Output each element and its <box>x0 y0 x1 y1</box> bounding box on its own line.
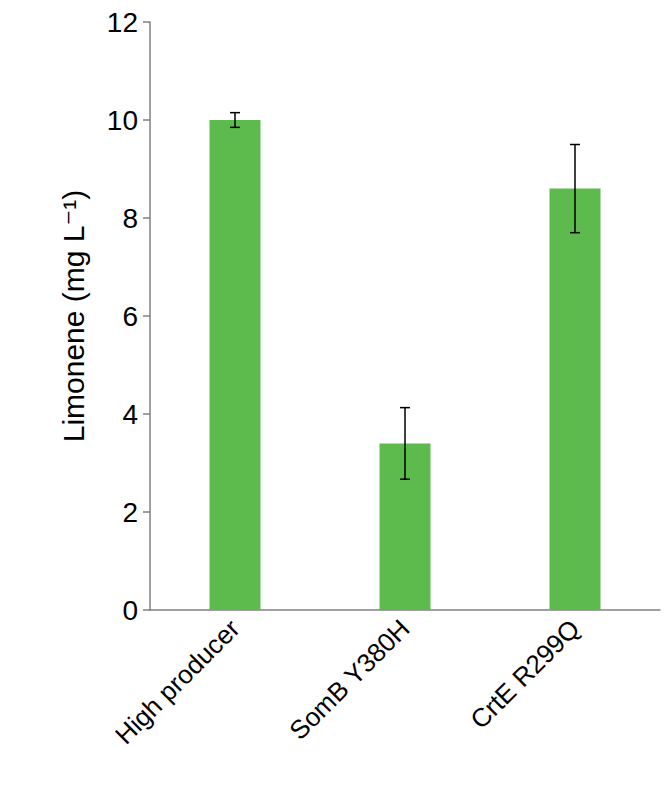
svg-text:Limonene (mg L⁻¹): Limonene (mg L⁻¹) <box>57 190 90 443</box>
svg-text:12: 12 <box>107 7 138 38</box>
svg-text:2: 2 <box>122 497 138 528</box>
svg-text:SomB Y380H: SomB Y380H <box>283 613 415 745</box>
svg-text:10: 10 <box>107 105 138 136</box>
svg-text:High producer: High producer <box>109 613 246 750</box>
svg-text:8: 8 <box>122 203 138 234</box>
svg-text:6: 6 <box>122 301 138 332</box>
svg-text:0: 0 <box>122 595 138 626</box>
svg-text:CrtE R299Q: CrtE R299Q <box>464 613 585 734</box>
svg-text:4: 4 <box>122 399 138 430</box>
